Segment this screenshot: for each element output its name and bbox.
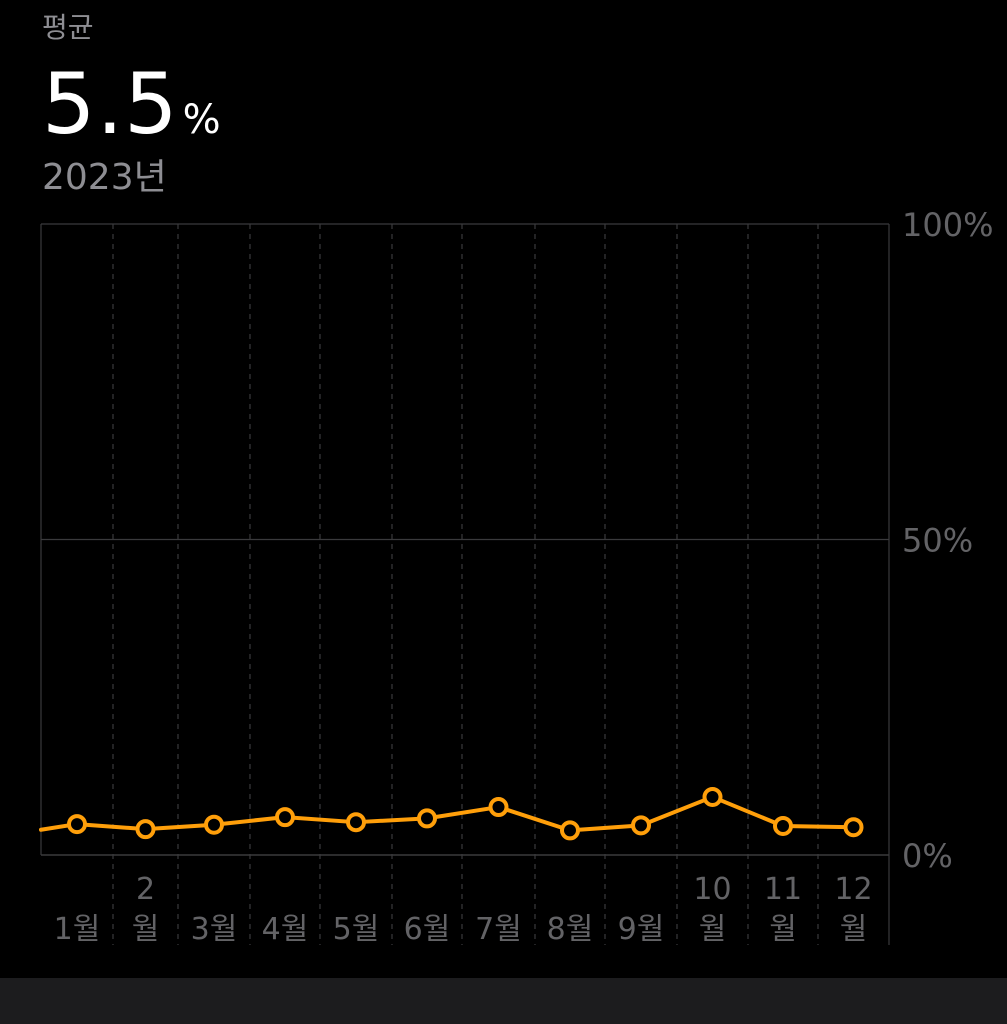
x-tick-label: 5월 — [333, 912, 380, 947]
data-point — [560, 820, 580, 841]
x-tick-label: 9월 — [618, 912, 665, 947]
y-tick-label: 100% — [902, 206, 993, 244]
data-point — [702, 786, 723, 807]
x-tick-label: 3월 — [191, 912, 238, 947]
y-tick-label: 0% — [902, 837, 953, 875]
data-point — [773, 815, 793, 836]
average-number: 5.5 — [42, 55, 179, 153]
line-chart: 0% 50% 100% 1월 2 월 3월 4월 5월 6월 7월 8월 9월 10 월 11 월 12 월 — [39, 206, 993, 947]
x-tick-label: 6월 — [404, 912, 451, 947]
data-point — [417, 808, 437, 829]
data-point — [346, 812, 366, 833]
x-tick-label: 4월 — [262, 912, 309, 947]
data-point — [843, 817, 864, 838]
data-point — [275, 807, 295, 828]
x-tick-label: 11 월 — [764, 872, 802, 947]
x-tick-label: 1월 — [54, 912, 101, 947]
x-tick-label: 12 월 — [834, 872, 872, 947]
data-point — [488, 797, 509, 818]
average-label: 평균 — [42, 11, 94, 44]
period-label: 2023년 — [42, 157, 167, 198]
data-point — [67, 814, 87, 835]
x-tick-label: 10 월 — [693, 872, 731, 947]
average-unit: % — [182, 97, 221, 143]
y-tick-label: 50% — [902, 522, 973, 560]
data-point — [204, 814, 224, 835]
series-line — [39, 794, 856, 833]
bottom-bar — [0, 978, 1007, 1024]
x-tick-label: 8월 — [547, 912, 594, 947]
x-tick-label: 7월 — [475, 912, 522, 947]
data-point — [631, 815, 651, 836]
data-point — [135, 819, 156, 840]
average-value: 5.5 % — [42, 62, 221, 146]
